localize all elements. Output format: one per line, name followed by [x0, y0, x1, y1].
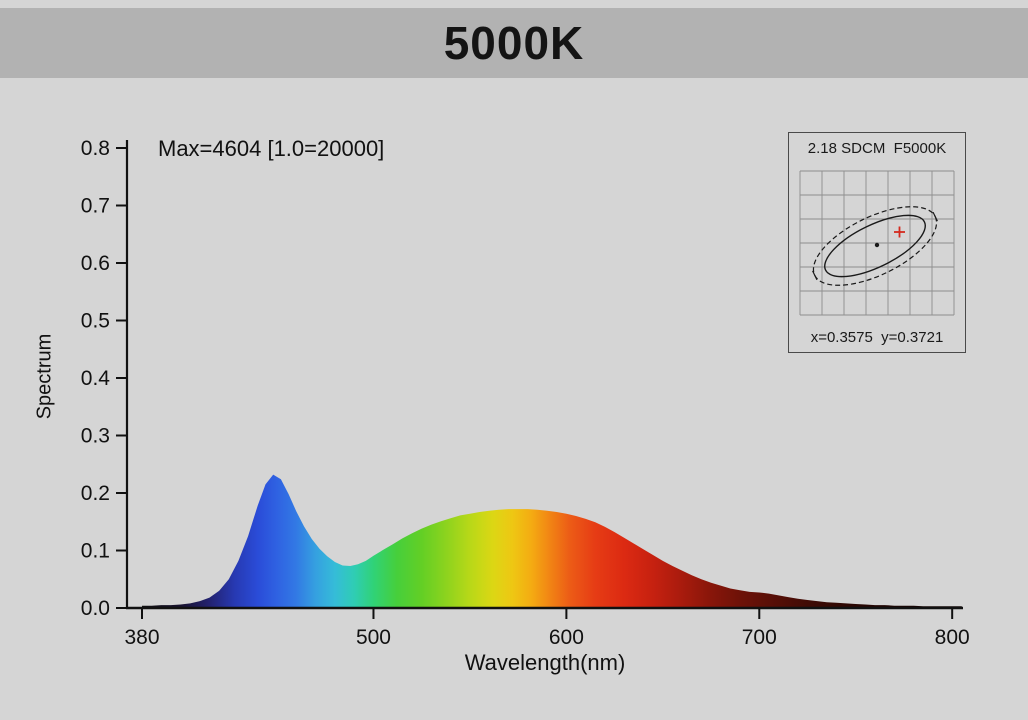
sdcm-ellipse-dashed [812, 206, 938, 286]
ellipse-axis-end-mark [932, 211, 938, 222]
spectrum-area [142, 474, 962, 608]
page-title: 5000K [443, 17, 585, 69]
inset-xy-coords: x=0.3575 y=0.3721 [810, 329, 944, 346]
x-axis-label: Wavelength(nm) [464, 650, 626, 675]
x-tick-label: 800 [935, 626, 970, 649]
y-tick-label: 0.2 [81, 482, 110, 505]
max-annotation: Max=4604 [1.0=20000] [158, 136, 385, 161]
x-tick-label: 500 [356, 626, 391, 649]
y-tick-label: 0.4 [81, 367, 111, 390]
y-tick-label: 0.3 [81, 425, 110, 448]
center-point-dot [874, 242, 880, 248]
y-tick-label: 0.0 [81, 597, 110, 620]
x-tick-label: 380 [124, 626, 159, 649]
chromaticity-inset: 2.18 SDCM F5000K x=0.3575 y=0.3721 [788, 132, 966, 353]
y-tick-label: 0.1 [81, 540, 110, 563]
y-axis-label: Spectrum [33, 333, 56, 420]
x-tick-label: 700 [742, 626, 777, 649]
sdcm-ellipses [812, 206, 938, 286]
y-tick-label: 0.5 [81, 310, 110, 333]
inset-sdcm-label: 2.18 SDCM F5000K [807, 140, 947, 157]
y-tick-label: 0.8 [81, 137, 110, 160]
y-tick-label: 0.7 [81, 195, 110, 218]
chromaticity-diagram [799, 170, 955, 316]
y-tick-label: 0.6 [81, 252, 110, 275]
ellipse-axis-end-mark [812, 270, 818, 281]
title-bar: 5000K [0, 8, 1028, 78]
sdcm-ellipse-solid [824, 214, 926, 278]
x-tick-label: 600 [549, 626, 584, 649]
